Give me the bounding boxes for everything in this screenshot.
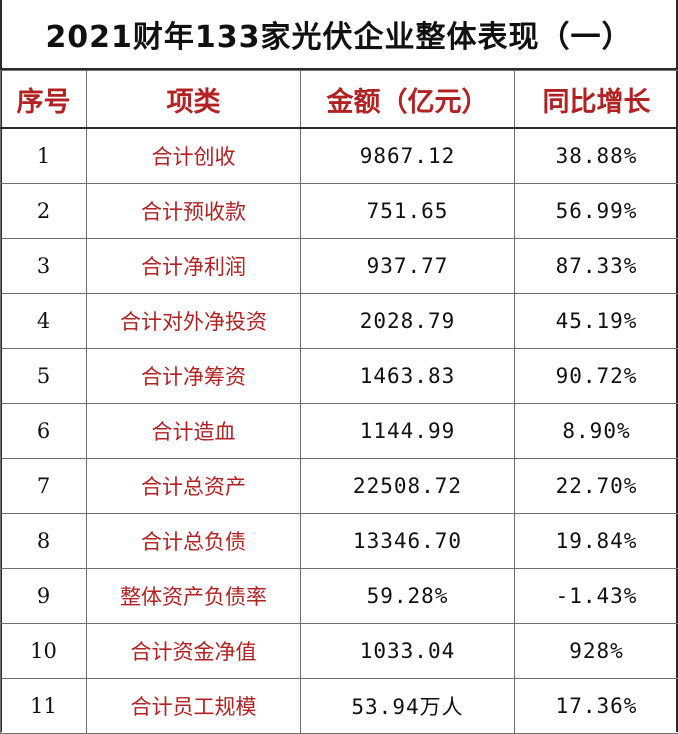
row-item: 合计员工规模 xyxy=(87,679,301,734)
row-index: 4 xyxy=(1,294,87,349)
row-amount: 1033.04 xyxy=(301,624,515,679)
row-yoy: 87.33% xyxy=(515,239,678,294)
table-row: 11 合计员工规模 53.94万人 17.36% xyxy=(1,679,678,734)
row-item: 整体资产负债率 xyxy=(87,569,301,624)
table-title: 2021财年133家光伏企业整体表现（一） xyxy=(0,0,678,70)
table-row: 9 整体资产负债率 59.28% -1.43% xyxy=(1,569,678,624)
row-amount: 1144.99 xyxy=(301,404,515,459)
row-item: 合计资金净值 xyxy=(87,624,301,679)
row-amount: 53.94万人 xyxy=(301,679,515,734)
row-index: 11 xyxy=(1,679,87,734)
row-yoy: 38.88% xyxy=(515,128,678,184)
header-index: 序号 xyxy=(1,71,87,129)
row-item: 合计预收款 xyxy=(87,184,301,239)
row-amount: 1463.83 xyxy=(301,349,515,404)
row-index: 9 xyxy=(1,569,87,624)
row-index: 5 xyxy=(1,349,87,404)
row-item: 合计对外净投资 xyxy=(87,294,301,349)
row-yoy: 45.19% xyxy=(515,294,678,349)
header-row: 序号 项类 金额（亿元） 同比增长 xyxy=(1,71,678,129)
row-amount: 751.65 xyxy=(301,184,515,239)
row-item: 合计造血 xyxy=(87,404,301,459)
row-yoy: -1.43% xyxy=(515,569,678,624)
header-item: 项类 xyxy=(87,71,301,129)
table-row: 4 合计对外净投资 2028.79 45.19% xyxy=(1,294,678,349)
table-row: 7 合计总资产 22508.72 22.70% xyxy=(1,459,678,514)
row-yoy: 928% xyxy=(515,624,678,679)
row-yoy: 22.70% xyxy=(515,459,678,514)
row-item: 合计创收 xyxy=(87,128,301,184)
row-amount: 13346.70 xyxy=(301,514,515,569)
row-yoy: 17.36% xyxy=(515,679,678,734)
table-row: 10 合计资金净值 1033.04 928% xyxy=(1,624,678,679)
row-yoy: 56.99% xyxy=(515,184,678,239)
row-amount: 59.28% xyxy=(301,569,515,624)
table-row: 5 合计净筹资 1463.83 90.72% xyxy=(1,349,678,404)
row-item: 合计净筹资 xyxy=(87,349,301,404)
row-amount: 2028.79 xyxy=(301,294,515,349)
row-index: 7 xyxy=(1,459,87,514)
row-index: 3 xyxy=(1,239,87,294)
row-amount: 937.77 xyxy=(301,239,515,294)
row-amount: 22508.72 xyxy=(301,459,515,514)
table-row: 1 合计创收 9867.12 38.88% xyxy=(1,128,678,184)
table-row: 8 合计总负债 13346.70 19.84% xyxy=(1,514,678,569)
row-index: 6 xyxy=(1,404,87,459)
row-index: 1 xyxy=(1,128,87,184)
table-row: 3 合计净利润 937.77 87.33% xyxy=(1,239,678,294)
header-yoy: 同比增长 xyxy=(515,71,678,129)
row-item: 合计净利润 xyxy=(87,239,301,294)
table-row: 2 合计预收款 751.65 56.99% xyxy=(1,184,678,239)
row-amount: 9867.12 xyxy=(301,128,515,184)
performance-table: 序号 项类 金额（亿元） 同比增长 1 合计创收 9867.12 38.88% … xyxy=(0,70,678,734)
header-amount: 金额（亿元） xyxy=(301,71,515,129)
row-index: 2 xyxy=(1,184,87,239)
row-yoy: 8.90% xyxy=(515,404,678,459)
row-item: 合计总资产 xyxy=(87,459,301,514)
table-row: 6 合计造血 1144.99 8.90% xyxy=(1,404,678,459)
row-index: 8 xyxy=(1,514,87,569)
row-index: 10 xyxy=(1,624,87,679)
row-item: 合计总负债 xyxy=(87,514,301,569)
row-yoy: 90.72% xyxy=(515,349,678,404)
row-yoy: 19.84% xyxy=(515,514,678,569)
